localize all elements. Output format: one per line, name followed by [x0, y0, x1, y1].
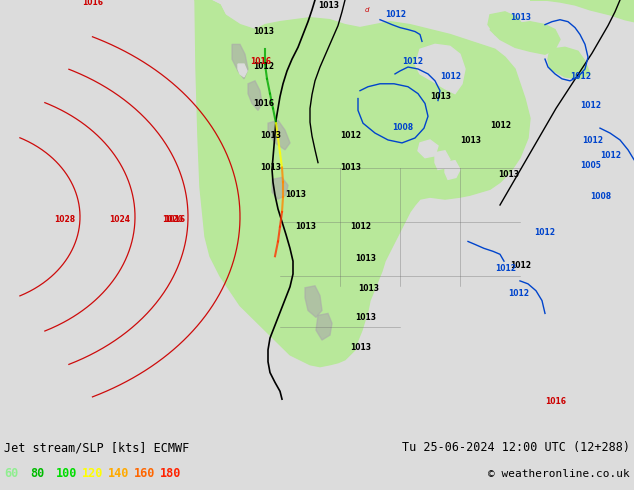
- Text: 1016: 1016: [82, 0, 103, 7]
- Text: 1012: 1012: [495, 264, 516, 273]
- Text: d: d: [365, 7, 370, 13]
- Text: 160: 160: [134, 467, 155, 480]
- Text: 60: 60: [4, 467, 18, 480]
- Text: 1016: 1016: [164, 215, 185, 224]
- Polygon shape: [435, 151, 450, 170]
- Text: 1012: 1012: [350, 221, 371, 231]
- Text: 140: 140: [108, 467, 129, 480]
- Text: 1012: 1012: [490, 121, 511, 130]
- Text: 1012: 1012: [253, 62, 274, 71]
- Text: 1013: 1013: [260, 163, 281, 172]
- Text: 1013: 1013: [358, 284, 379, 293]
- Polygon shape: [268, 120, 290, 150]
- Polygon shape: [272, 177, 288, 199]
- Text: Tu 25-06-2024 12:00 UTC (12+288): Tu 25-06-2024 12:00 UTC (12+288): [402, 441, 630, 454]
- Polygon shape: [195, 0, 530, 367]
- Text: 1013: 1013: [510, 13, 531, 22]
- Text: 120: 120: [82, 467, 103, 480]
- Polygon shape: [195, 0, 225, 20]
- Polygon shape: [490, 22, 560, 54]
- Polygon shape: [230, 27, 240, 49]
- Text: 1013: 1013: [355, 313, 376, 322]
- Polygon shape: [248, 81, 262, 110]
- Text: 1028: 1028: [54, 215, 75, 224]
- Text: 1012: 1012: [508, 289, 529, 297]
- Text: 1013: 1013: [260, 131, 281, 140]
- Polygon shape: [445, 161, 460, 179]
- Text: 1012: 1012: [340, 131, 361, 140]
- Text: 1013: 1013: [350, 343, 371, 352]
- Text: 1012: 1012: [385, 10, 406, 19]
- Text: 1012: 1012: [580, 101, 601, 110]
- Text: 80: 80: [30, 467, 44, 480]
- Text: 1013: 1013: [498, 171, 519, 179]
- Text: 1013: 1013: [285, 190, 306, 199]
- Text: 1012: 1012: [440, 72, 461, 81]
- Polygon shape: [548, 48, 590, 79]
- Text: 1020: 1020: [162, 215, 183, 224]
- Text: 1013: 1013: [318, 1, 339, 10]
- Polygon shape: [530, 0, 634, 22]
- Text: 1012: 1012: [534, 227, 555, 237]
- Text: 1016: 1016: [545, 397, 566, 406]
- Text: 1012: 1012: [600, 151, 621, 160]
- Polygon shape: [305, 286, 322, 318]
- Text: 100: 100: [56, 467, 77, 480]
- Text: 1013: 1013: [355, 254, 376, 263]
- Text: 1024: 1024: [109, 215, 130, 224]
- Text: 1016: 1016: [250, 57, 271, 66]
- Text: 1016: 1016: [253, 99, 274, 108]
- Polygon shape: [232, 45, 248, 79]
- Text: 1013: 1013: [430, 92, 451, 100]
- Text: Jet stream/SLP [kts] ECMWF: Jet stream/SLP [kts] ECMWF: [4, 441, 190, 454]
- Polygon shape: [488, 12, 525, 41]
- Text: 1013: 1013: [340, 163, 361, 172]
- Text: 1013: 1013: [460, 136, 481, 145]
- Text: 1013: 1013: [253, 27, 274, 36]
- Text: 180: 180: [160, 467, 181, 480]
- Polygon shape: [316, 314, 332, 340]
- Text: 1012: 1012: [402, 57, 423, 66]
- Text: 1012: 1012: [510, 261, 531, 270]
- Text: 1008: 1008: [392, 123, 413, 132]
- Polygon shape: [415, 45, 465, 94]
- Text: 1005: 1005: [580, 161, 601, 170]
- Text: © weatheronline.co.uk: © weatheronline.co.uk: [488, 469, 630, 479]
- Polygon shape: [418, 140, 438, 158]
- Text: 1013: 1013: [295, 221, 316, 231]
- Text: 1012: 1012: [582, 136, 603, 145]
- Text: 1012: 1012: [570, 72, 591, 81]
- Text: 1008: 1008: [590, 192, 611, 201]
- Polygon shape: [238, 64, 247, 77]
